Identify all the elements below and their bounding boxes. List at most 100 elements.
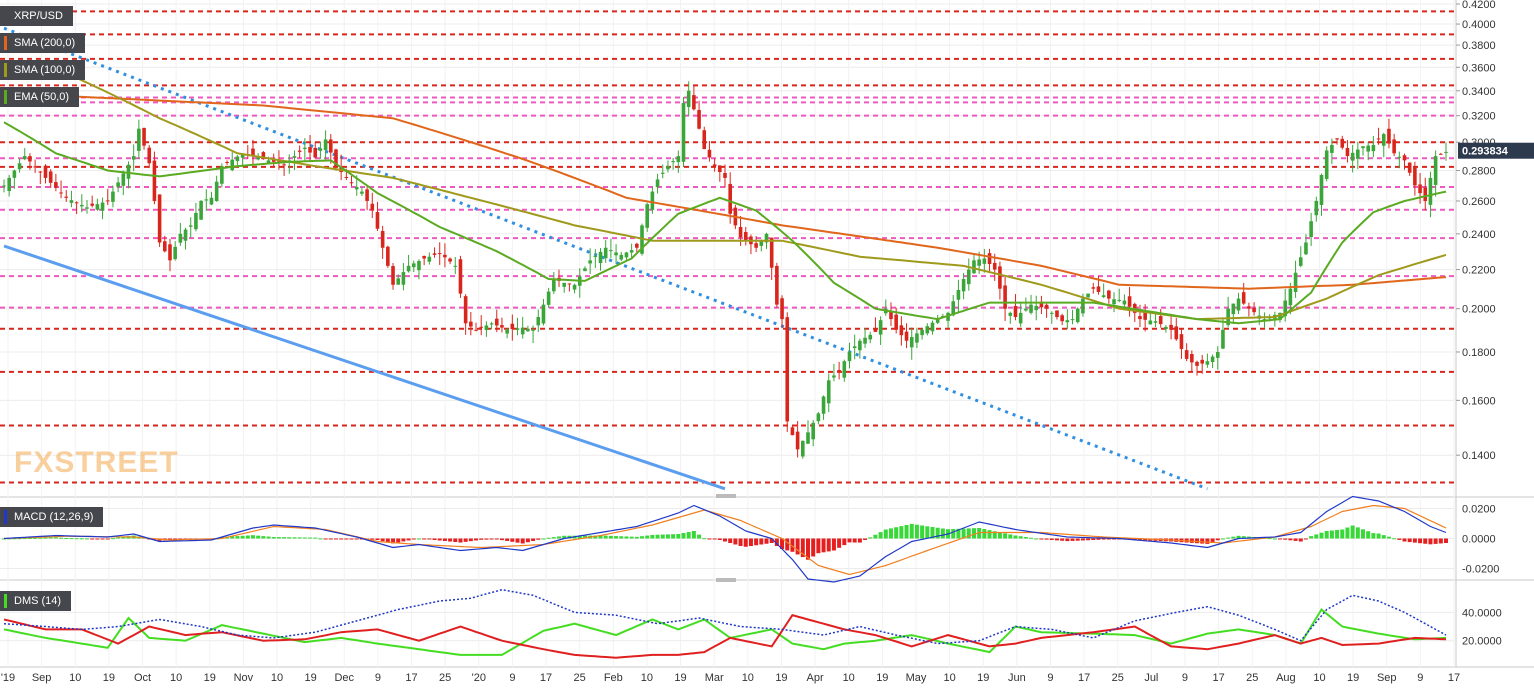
macd-histogram-bar [562, 535, 567, 539]
candle-body [1413, 167, 1417, 186]
candle-body [33, 166, 37, 168]
macd-histogram-bar [847, 538, 852, 543]
macd-histogram-bar [888, 528, 893, 539]
macd-histogram-bar [1220, 538, 1225, 540]
candle-body [593, 256, 598, 258]
macd-histogram-bar [655, 534, 660, 539]
candle-body [1112, 299, 1116, 305]
candle-body [1293, 272, 1298, 292]
candle-body [1298, 257, 1303, 266]
macd-histogram-bar [396, 538, 401, 543]
candle-body [1210, 356, 1215, 363]
macd-histogram-bar [1236, 535, 1241, 539]
ema50-line [3, 121, 1447, 325]
candle-body [188, 225, 193, 227]
candle-body [1345, 148, 1350, 157]
candle-body [982, 258, 987, 264]
candle-body [1314, 200, 1319, 216]
macd-histogram-bar [759, 538, 764, 545]
candle-body [1428, 177, 1433, 205]
macd-histogram-bar [401, 538, 406, 542]
candle-body [90, 203, 94, 206]
candle-body [7, 177, 11, 192]
candle-body [702, 130, 707, 150]
candle-body [692, 95, 696, 110]
macd-histogram-bar [1075, 538, 1080, 541]
x-tick-label: 25 [574, 672, 586, 684]
macd-histogram-bar [624, 536, 629, 539]
candle-body [1049, 312, 1054, 314]
candle-body [38, 171, 43, 173]
candle-body [536, 317, 541, 326]
macd-histogram-bar [671, 534, 676, 539]
macd-histogram-bar [904, 525, 909, 539]
macd-histogram-bar [717, 538, 722, 540]
macd-histogram-bar [1137, 538, 1142, 541]
candle-body [375, 212, 380, 229]
candle-body [567, 283, 572, 285]
macd-histogram-bar [1423, 538, 1428, 544]
candle-body [80, 204, 84, 207]
candle-body [74, 202, 79, 204]
candle-body [406, 265, 411, 272]
candle-body [354, 186, 359, 190]
y-tick-label: 0.3600 [1462, 62, 1496, 74]
candle-body [925, 326, 930, 334]
macd-histogram-bar [811, 538, 816, 557]
candle-body [220, 166, 224, 184]
candle-body [946, 312, 950, 321]
candle-body [889, 310, 893, 320]
macd-histogram-bar [468, 538, 473, 542]
candle-body [505, 329, 509, 334]
macd-histogram-bar [971, 528, 976, 539]
candle-body [603, 247, 608, 259]
candle-body [1444, 151, 1448, 153]
candle-body [723, 173, 727, 178]
macd-signal-line [3, 504, 1447, 576]
x-tick-label: 17 [405, 672, 417, 684]
candle-body [671, 161, 675, 163]
x-tick-label: May [906, 672, 927, 684]
candle-body [728, 183, 732, 214]
adx-line [3, 588, 1447, 645]
candle-body [878, 320, 883, 335]
candle-body [1439, 153, 1443, 155]
macd-histogram-bar [1397, 538, 1402, 540]
candle-body [126, 164, 131, 179]
candle-body [1003, 285, 1007, 309]
legend-pair: XRP/USD [0, 6, 73, 26]
macd-histogram-bar [489, 538, 494, 540]
candle-body [1330, 144, 1334, 153]
candle-body [230, 159, 235, 171]
macd-histogram-bar [1329, 530, 1334, 539]
macd-histogram-bar [256, 535, 261, 539]
candle-body [972, 260, 976, 274]
macd-histogram-bar [1314, 534, 1319, 539]
macd-histogram-bar [59, 537, 64, 539]
macd-histogram-bar [235, 536, 240, 539]
macd-histogram-bar [1065, 538, 1070, 542]
candle-body [1288, 288, 1293, 306]
macd-histogram-bar [733, 538, 738, 545]
candle-body [1075, 308, 1080, 323]
macd-histogram-bar [577, 535, 582, 539]
macd-histogram-bar [422, 538, 427, 540]
candle-body [935, 319, 940, 323]
candle-body [12, 170, 17, 178]
macd-histogram-bar [219, 537, 224, 539]
macd-histogram-bar [608, 535, 613, 539]
macd-histogram-bar [453, 538, 458, 542]
macd-histogram-bar [1433, 538, 1438, 544]
candle-body [775, 265, 779, 305]
macd-histogram-bar [1023, 537, 1028, 539]
macd-histogram-bar [1086, 538, 1091, 541]
macd-histogram-bar [826, 538, 831, 552]
macd-histogram-bar [1309, 536, 1314, 539]
candle-body [417, 260, 421, 271]
macd-histogram-bar [1366, 531, 1371, 539]
macd-histogram-bar [64, 538, 69, 540]
macd-histogram-bar [1210, 538, 1215, 543]
macd-histogram-bar [629, 536, 634, 539]
x-tick-label: 19 [305, 672, 317, 684]
